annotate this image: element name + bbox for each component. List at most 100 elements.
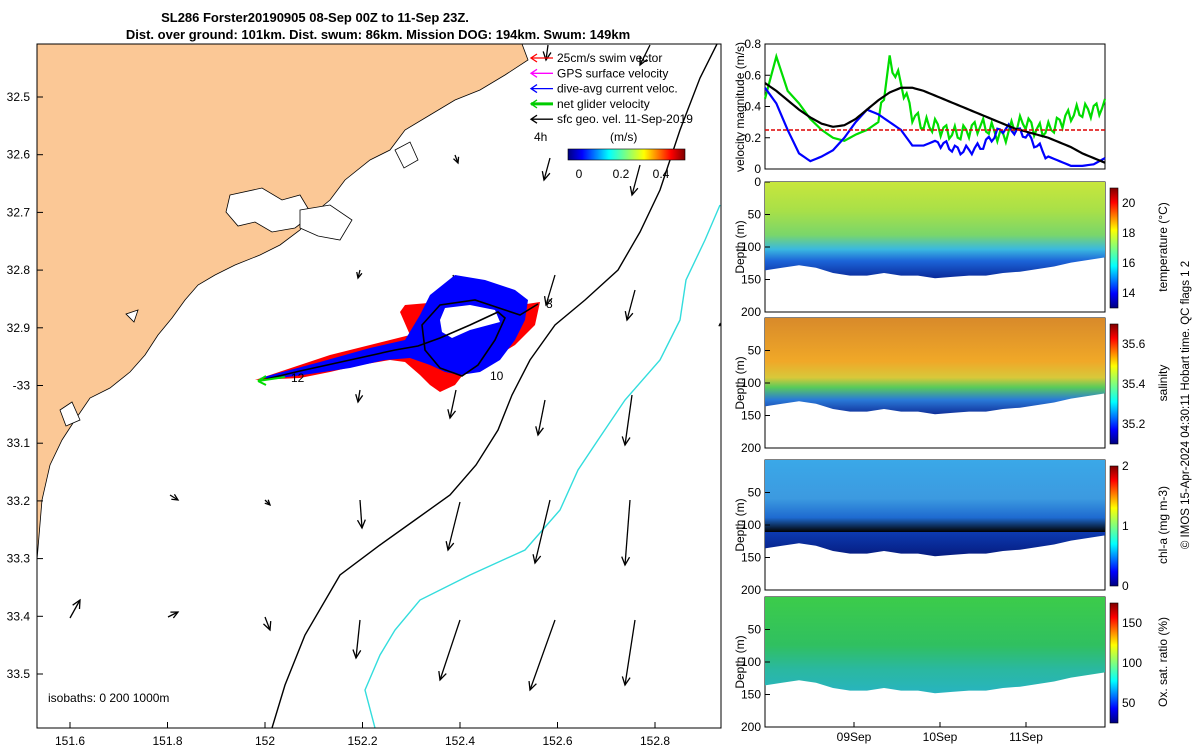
velocity-arrow-head: [447, 409, 457, 420]
velocity-arrow: [639, 44, 651, 67]
legend-label: net glider velocity: [557, 97, 650, 111]
velocity-arrow-head: [445, 541, 455, 552]
legend-label: dive-avg current veloc.: [557, 82, 678, 96]
track-label-12: 12: [291, 371, 305, 385]
section-colorbar: [1109, 187, 1119, 309]
velocity-arrow-head: [621, 676, 631, 687]
map-y-tick-label: 32.8: [7, 263, 31, 277]
velocity-arrow-head: [542, 51, 552, 62]
section-ylabel: Depth (m): [733, 635, 747, 688]
velocity-arrow-shaft: [359, 499, 363, 529]
legend-label: sfc geo. vel. 11-Sep-2019: [557, 112, 693, 126]
map-y-tick-label: -33: [13, 379, 31, 393]
legend-item: sfc geo. vel. 11-Sep-2019: [529, 112, 693, 126]
section-colorbar-tick: 2: [1122, 459, 1129, 473]
track-blue-vectors: [260, 275, 528, 378]
section-y-tick-label: 150: [741, 273, 761, 287]
section-field: [765, 182, 1105, 279]
section-panel: 50 100 150 200 Depth (m) 0 1 2 chl-a (mg m-3): [733, 459, 1170, 597]
velocity-arrow-head: [356, 519, 366, 530]
velocity-arrow-head: [453, 156, 460, 165]
map-colorbar: (m/s) 0 0.2 0.4: [567, 130, 686, 181]
velocity-y-tick-label: 0.8: [744, 37, 761, 51]
velocity-arrow: [624, 289, 636, 322]
velocity-arrow: [356, 269, 363, 280]
map-y-tick-label: 33.2: [7, 494, 31, 508]
map-colorbar-bar: [567, 148, 686, 161]
legend-item: dive-avg current veloc.: [529, 82, 678, 96]
section-colorbar-tick: 35.2: [1122, 417, 1146, 431]
legend-swatch-head: [529, 114, 538, 124]
iso-200m: [271, 44, 718, 728]
map-x-tick-label: 152.4: [445, 734, 475, 748]
velocity-arrow: [445, 501, 461, 552]
velocity-y-tick-label: 0.6: [744, 68, 761, 82]
velocity-arrow-shaft: [447, 501, 461, 551]
estuaries: [59, 141, 419, 427]
map-x-tick-label: 151.6: [55, 734, 85, 748]
velocity-arrow-head: [170, 611, 180, 619]
surface-velocity-arrows: [69, 44, 721, 692]
isobaths-note: isobaths: 0 200 1000m: [48, 691, 169, 705]
velocity-y-axis: 0 0.2 0.4 0.6 0.8: [744, 37, 770, 176]
velocity-y-tick-label: 0.2: [744, 131, 761, 145]
velocity-arrow-shaft: [543, 157, 551, 181]
map-x-axis: 151.6 151.8 152 152.2 152.4 152.6 152.8: [55, 722, 670, 748]
velocity-arrow-head: [352, 649, 362, 660]
legend-swatch-head: [529, 68, 538, 78]
map-colorbar-tick-2: 0.4: [653, 167, 670, 181]
velocity-arrow-shaft: [357, 389, 361, 403]
section-field: [765, 460, 1105, 557]
velocity-arrow: [528, 619, 556, 692]
velocity-arrow: [629, 164, 641, 197]
map-y-tick-label: 33.4: [7, 609, 31, 623]
velocity-arrow: [621, 619, 636, 687]
map-y-tick-label: 33.3: [7, 552, 31, 566]
velocity-arrow: [355, 389, 364, 404]
section-y-tick-label: 100: [741, 518, 761, 532]
section-colorbar-tick: 16: [1122, 256, 1136, 270]
map-x-tick-label: 152.6: [542, 734, 572, 748]
section-field: [765, 597, 1105, 694]
section-colorbar: [1109, 602, 1119, 724]
map-y-tick-label: 32.9: [7, 321, 31, 335]
velocity-arrow-head: [639, 55, 648, 67]
legend-label: GPS surface velocity: [557, 66, 668, 80]
map-x-tick-label: 151.8: [152, 734, 182, 748]
velocity-arrow-head: [621, 556, 631, 567]
map-x-tick-label: 152.2: [347, 734, 377, 748]
velocity-arrow: [167, 611, 180, 619]
map-y-tick-label: 32.7: [7, 205, 31, 219]
section-colorbar-tick: 100: [1122, 656, 1142, 670]
velocity-arrow-shaft: [537, 399, 546, 436]
velocity-arrow-head: [356, 271, 363, 280]
velocity-arrow-shaft: [169, 494, 179, 501]
copyright-note: © IMOS 15-Apr-2024 04:30:11 Hobart time.…: [1180, 261, 1192, 549]
velocity-arrow-head: [263, 621, 272, 632]
velocity-arrow-shaft: [449, 389, 457, 419]
velocity-arrow: [264, 499, 272, 507]
velocity-arrow-shaft: [167, 611, 179, 618]
velocity-ylabel: velocity magnitude (m/s): [733, 42, 747, 172]
section-colorbar-tick: 1: [1122, 519, 1129, 533]
velocity-arrow: [356, 499, 366, 530]
velocity-arrow-head: [541, 171, 551, 182]
legend-swatch-head: [529, 84, 538, 94]
legend-item: net glider velocity: [529, 97, 650, 111]
velocity-arrow: [263, 616, 272, 632]
track-label-8: 8: [546, 297, 553, 311]
section-y-tick-label: 200: [741, 305, 761, 319]
section-colorbar: [1109, 465, 1119, 587]
map-colorbar-tick-1: 0.2: [613, 167, 630, 181]
velocity-series-line: [764, 82, 1106, 164]
velocity-arrow-shaft: [624, 619, 636, 686]
section-colorbar-tick: 14: [1122, 286, 1136, 300]
velocity-arrow-shaft: [534, 499, 551, 564]
section-colorbar-tick: 0: [1122, 579, 1129, 593]
section-y-tick-label: 100: [741, 376, 761, 390]
velocity-series: [763, 52, 1107, 167]
velocity-arrow-shaft: [69, 599, 81, 619]
velocity-arrow-shaft: [639, 44, 651, 66]
